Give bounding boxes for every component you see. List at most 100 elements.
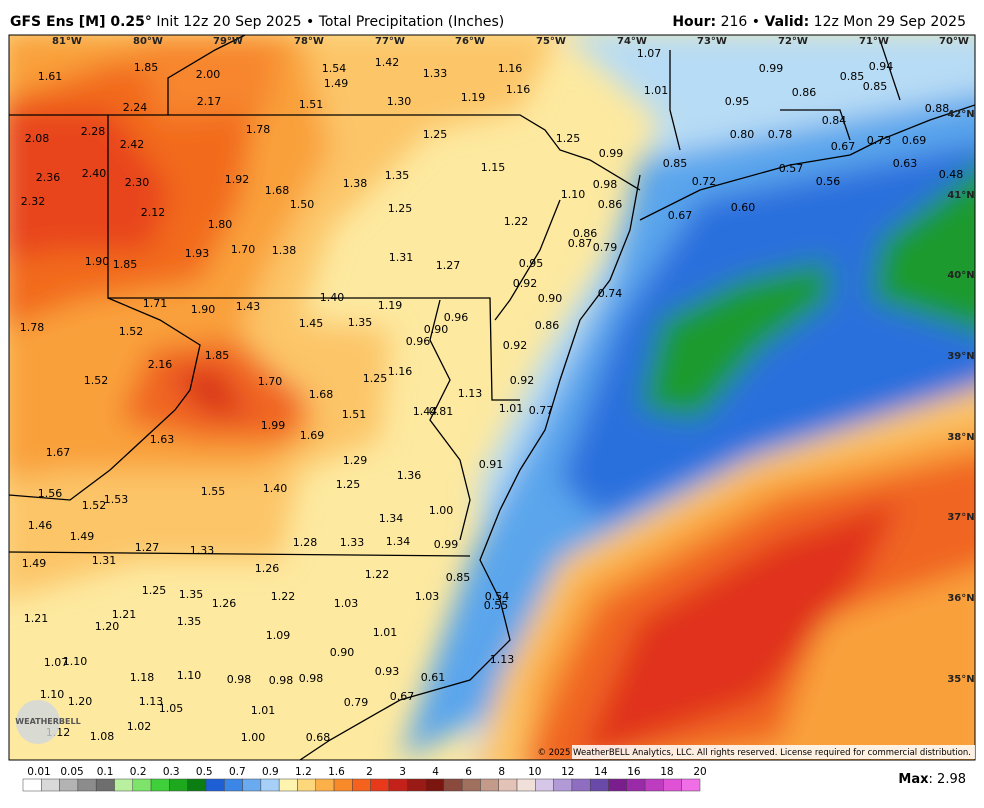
longitude-label: 77°W [375, 36, 405, 47]
precip-value: 1.22 [271, 590, 296, 603]
precip-value: 1.71 [143, 297, 168, 310]
precip-value: 1.16 [506, 83, 531, 96]
colorbar-label: 0.2 [130, 766, 147, 778]
precip-value: 2.28 [81, 125, 106, 138]
precip-value: 1.15 [481, 161, 506, 174]
precip-value: 1.36 [397, 469, 422, 482]
colorbar-swatch [406, 778, 426, 792]
precip-value: 0.86 [535, 319, 560, 332]
precip-value: 1.19 [461, 91, 486, 104]
colorbar-label: 0.7 [229, 766, 246, 778]
precip-value: 0.98 [299, 672, 324, 685]
precip-value: 2.12 [141, 206, 166, 219]
colorbar-label: 1.2 [295, 766, 312, 778]
precip-value: 2.40 [82, 167, 107, 180]
colorbar-swatch [443, 778, 463, 792]
precip-value: 0.54 [485, 590, 510, 603]
precip-value: 1.05 [159, 702, 184, 715]
precip-value: 1.35 [179, 588, 204, 601]
colorbar-swatch [480, 778, 499, 792]
precip-value: 1.51 [342, 408, 367, 421]
precip-value: 0.98 [227, 673, 252, 686]
colorbar-swatch [22, 778, 42, 792]
precip-value: 1.38 [272, 244, 297, 257]
colorbar-label: 14 [594, 766, 608, 778]
precip-value: 1.02 [127, 720, 152, 733]
precip-value: 1.19 [378, 299, 403, 312]
colorbar-swatch [187, 778, 207, 792]
precip-value: 1.31 [92, 554, 117, 567]
precip-value: 1.10 [177, 669, 202, 682]
precip-value: 1.21 [24, 612, 49, 625]
latitude-label: 41°N [947, 190, 974, 201]
precip-value: 0.86 [573, 227, 598, 240]
longitude-label: 72°W [778, 36, 808, 47]
colorbar-swatch [498, 778, 518, 792]
precip-value: 0.80 [730, 128, 755, 141]
precip-value: 0.78 [768, 128, 793, 141]
longitude-label: 75°W [536, 36, 566, 47]
precip-value: 1.70 [231, 243, 256, 256]
precip-value: 1.44 [413, 405, 438, 418]
precip-value: 0.56 [816, 175, 841, 188]
colorbar-label: 18 [660, 766, 673, 778]
colorbar-swatch [608, 778, 628, 792]
precip-value: 0.63 [893, 157, 918, 170]
colorbar-swatch [59, 778, 79, 792]
precip-value: 0.86 [792, 86, 817, 99]
precip-value: 1.63 [150, 433, 175, 446]
precip-value: 0.98 [593, 178, 618, 191]
precip-value: 1.46 [28, 519, 53, 532]
precip-value: 1.35 [348, 316, 373, 329]
precip-value: 0.84 [822, 114, 847, 127]
latitude-label: 40°N [947, 270, 974, 281]
colorbar-swatch [315, 778, 335, 792]
colorbar-swatch [370, 778, 390, 792]
precip-value: 1.52 [82, 499, 107, 512]
precip-value: 1.34 [379, 512, 404, 525]
precip-value: 1.78 [20, 321, 45, 334]
precip-value: 0.85 [663, 157, 688, 170]
precip-value: 2.08 [25, 132, 50, 145]
map-frame [8, 34, 976, 761]
precip-value: 1.70 [258, 375, 283, 388]
colorbar-swatch [297, 778, 317, 792]
precip-value: 1.16 [388, 365, 413, 378]
colorbar-swatch [425, 778, 445, 792]
colorbar-label: 0.01 [27, 766, 50, 778]
colorbar-swatch [224, 778, 243, 792]
precip-value: 2.36 [36, 171, 61, 184]
precip-value: 1.22 [504, 215, 529, 228]
precip-value: 1.38 [343, 177, 368, 190]
precip-value: 1.16 [498, 62, 523, 75]
longitude-label: 74°W [617, 36, 647, 47]
colorbar: 0.01 0.05 0.1 0.2 0.3 0.5 0.7 0.9 1.2 1.6 2 3 4 6 8 10 1… [22, 766, 707, 792]
precip-value: 0.73 [867, 134, 892, 147]
precip-field [9, 35, 975, 760]
colorbar-label: 6 [465, 766, 472, 778]
latitude-label: 38°N [947, 432, 974, 443]
precip-value: 1.99 [261, 419, 286, 432]
precip-value: 1.25 [363, 372, 388, 385]
longitude-label: 76°W [455, 36, 485, 47]
colorbar-swatch [516, 778, 536, 792]
colorbar-label: 1.6 [328, 766, 345, 778]
precip-value: 0.99 [434, 538, 459, 551]
colorbar-swatch [114, 778, 134, 792]
precip-value: 1.07 [44, 656, 69, 669]
colorbar-label: 4 [432, 766, 439, 778]
precip-value: 1.25 [556, 132, 581, 145]
longitude-label: 78°W [294, 36, 324, 47]
precip-value: 2.24 [123, 101, 148, 114]
colorbar-swatch [681, 778, 701, 792]
precip-value: 1.90 [85, 255, 110, 268]
colorbar-swatch [242, 778, 262, 792]
colorbar-label: 0.5 [196, 766, 213, 778]
precip-value: 1.28 [293, 536, 318, 549]
precip-value: 1.85 [113, 258, 138, 271]
precip-value: 0.92 [510, 374, 535, 387]
precip-value: 2.17 [197, 95, 222, 108]
colorbar-swatch [41, 778, 60, 792]
precip-value: 1.22 [365, 568, 390, 581]
colorbar-label: 0.1 [97, 766, 114, 778]
